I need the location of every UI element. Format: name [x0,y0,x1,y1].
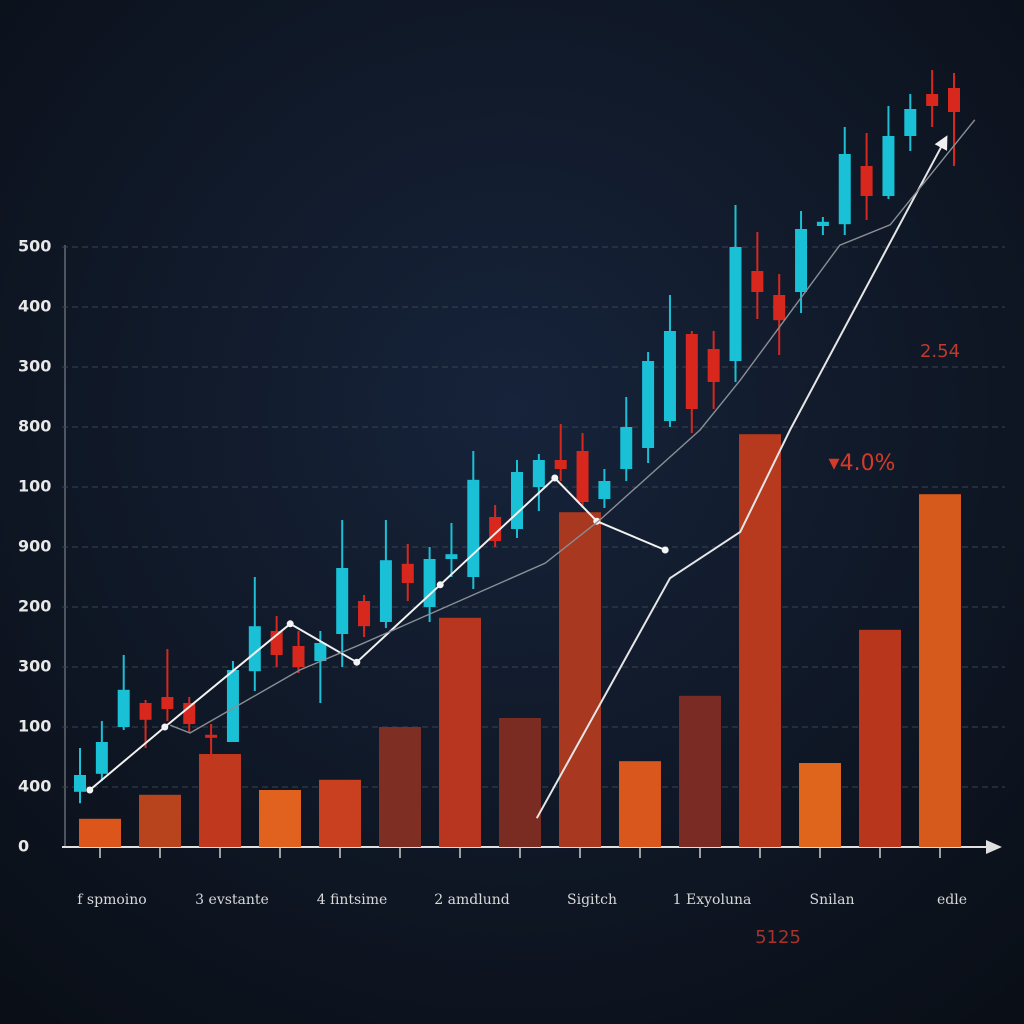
candle-body [707,349,720,382]
bar [439,617,481,847]
candle-body [795,229,808,292]
candle-body [117,689,130,727]
line-point [86,786,94,794]
candle-body [816,221,829,226]
y-tick-label: 300 [18,657,51,676]
bar [739,434,781,847]
candle-body [336,568,349,634]
candle-body [882,136,895,196]
y-tick-label: 100 [18,717,51,736]
candle-body [248,626,261,672]
candle-body [773,295,786,321]
x-tick-label: f spmoino [77,892,146,908]
x-tick-label: Sigitch [567,892,617,908]
line-point [161,723,169,731]
candle-body [685,334,698,409]
candle-body [729,247,742,361]
y-tick-label: 200 [18,597,51,616]
candle-body [663,331,676,421]
y-tick-label: 900 [18,537,51,556]
x-axis-arrow [986,840,1002,854]
candle-body [620,427,633,469]
y-tick-label: 400 [18,297,51,316]
line-point [286,620,294,628]
x-tick-label: 4 fintsime [317,892,388,908]
candle-body [511,472,523,529]
bar [319,779,361,847]
candle-body [904,109,917,136]
bar [379,727,421,847]
bar [259,790,301,847]
annotation: ▾4.0% [829,451,896,476]
candle-body [226,670,239,742]
x-tick-label: 1 Exyoluna [673,892,752,908]
candle-body [751,271,764,292]
candle-body [926,94,939,106]
x-tick-label: 2 amdlund [434,892,509,908]
bar [919,494,961,847]
candle-body [489,517,502,541]
x-tick-label: edle [937,892,967,908]
line-point [661,546,669,554]
annotation: 5125 [755,927,801,948]
candle-body [860,166,873,196]
candle-body [401,563,414,583]
candle-body [205,734,218,738]
candle-body [445,554,458,559]
candle-body [379,560,392,622]
bar [499,718,541,847]
x-tick-label: Snilan [810,892,855,908]
bar [619,761,661,847]
y-tick-label: 400 [18,777,51,796]
bar [679,695,721,847]
candle-body [358,601,371,627]
bar [199,754,241,847]
candle-body [314,643,327,661]
line [169,119,976,734]
candle-body [838,154,851,225]
line [535,135,948,819]
x-tick-label: 3 evstante [195,892,269,908]
candle-body [467,479,480,577]
line-point [551,474,559,482]
y-tick-label: 300 [18,357,51,376]
candle-body [576,451,589,502]
bar [859,629,901,847]
candle-body [948,88,960,112]
line [89,476,666,791]
candle-body [532,460,545,487]
candle-body [598,481,611,499]
y-tick-label: 500 [18,237,51,256]
annotation: 2.54 [920,341,960,362]
line-point [353,658,361,666]
bar [79,818,121,847]
candle-body [161,697,174,709]
y-tick-label: 0 [18,837,29,856]
bar [799,763,841,847]
bar [559,512,601,847]
candle-body [423,559,436,607]
bar [139,794,181,847]
y-tick-label: 100 [18,477,51,496]
line-point [436,581,444,589]
candle-body [139,703,152,720]
candle-body [95,742,108,774]
candle-body [642,361,655,448]
candle-body [74,775,86,792]
candle-body [554,460,567,469]
candle-body [292,646,305,667]
y-tick-label: 800 [18,417,51,436]
